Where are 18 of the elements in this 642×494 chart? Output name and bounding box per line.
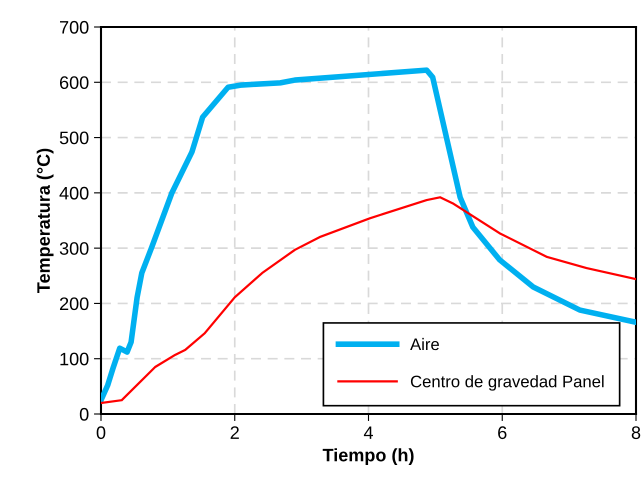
x-tick-label: 0 — [96, 426, 106, 440]
legend-label: Centro de gravedad Panel — [410, 375, 604, 391]
y-tick-label: 400 — [59, 186, 88, 200]
x-tick-label: 2 — [230, 426, 239, 439]
y-tick-label: 600 — [60, 76, 88, 90]
y-tick-label: 200 — [60, 297, 88, 310]
x-tick-label: 6 — [498, 426, 506, 440]
y-tick-label: 500 — [60, 132, 88, 144]
y-tick-label: 700 — [60, 20, 88, 34]
x-tick-label: 8 — [632, 426, 640, 440]
legend-label: Aire — [410, 338, 439, 350]
y-tick-label: 100 — [60, 352, 88, 366]
line-series — [101, 196, 636, 404]
x-tick-label: 4 — [364, 426, 373, 439]
y-tick-label: 300 — [60, 242, 88, 255]
y-tick-label: 0 — [80, 408, 88, 421]
x-axis-title: Tiempo (h) — [322, 448, 414, 466]
y-axis-title: Temperatura (°C) — [36, 148, 54, 293]
